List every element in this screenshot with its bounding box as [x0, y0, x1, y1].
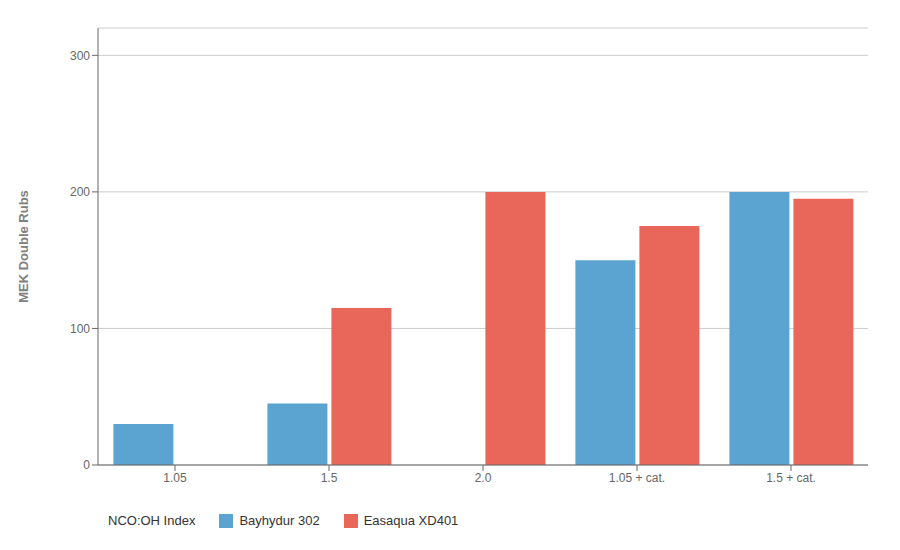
- html-text:NCO:OH Index: NCO:OH Index: [108, 513, 196, 528]
- svg-text:1.05: 1.05: [163, 471, 187, 485]
- svg-text:1.5: 1.5: [321, 471, 338, 485]
- svg-text:0: 0: [83, 458, 90, 472]
- svg-text:MEK Double Rubs: MEK Double Rubs: [16, 190, 31, 303]
- svg-text:1.5 + cat.: 1.5 + cat.: [766, 471, 816, 485]
- svg-text:200: 200: [70, 185, 90, 199]
- svg-text:2.0: 2.0: [475, 471, 492, 485]
- svg-text:300: 300: [70, 49, 90, 63]
- html-text:Easaqua XD401: Easaqua XD401: [363, 513, 459, 528]
- html-text:Bayhydur 302: Bayhydur 302: [239, 513, 320, 528]
- svg-text:100: 100: [70, 322, 90, 336]
- svg-text:1.05 + cat.: 1.05 + cat.: [609, 471, 665, 485]
